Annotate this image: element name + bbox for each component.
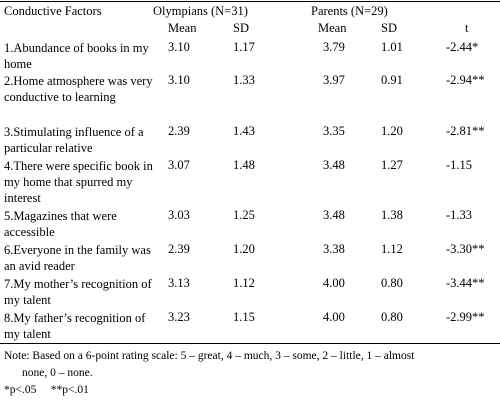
row-4-olympians-sd: 1.48 <box>233 158 255 172</box>
header-t: t <box>465 21 469 35</box>
row-2-t: -2.94** <box>446 73 485 87</box>
row-8-t: -2.99** <box>446 310 485 324</box>
row-7-parents-mean: 4.00 <box>323 276 345 290</box>
row-2-olympians-sd: 1.33 <box>233 73 255 87</box>
row-6-olympians-mean: 2.39 <box>168 242 190 256</box>
row-7-olympians-sd: 1.12 <box>233 276 255 290</box>
row-7-parents-sd: 0.80 <box>381 276 403 290</box>
top-rule <box>0 1 500 2</box>
row-8-factor: 8.My father’s recognition of my talent <box>4 311 146 341</box>
row-7-t: -3.44** <box>446 276 485 290</box>
header-conductive-factors: Conductive Factors <box>4 4 102 18</box>
header-parents: Parents (N=29) <box>311 4 388 18</box>
header-parents-sd: SD <box>381 21 397 35</box>
row-3-factor: 3.Stimulating influence of a particular … <box>4 125 144 155</box>
header-olympians-sd: SD <box>233 21 249 35</box>
note-scale-continued: none, 0 – none. <box>22 367 93 379</box>
row-1-olympians-mean: 3.10 <box>168 40 190 54</box>
row-6-factor: 6.Everyone in the family was an avid rea… <box>4 243 151 273</box>
row-4-parents-sd: 1.27 <box>381 158 403 172</box>
row-3-parents-mean: 3.35 <box>323 124 345 138</box>
row-4-t: -1.15 <box>446 158 473 172</box>
row-6-t: -3.30** <box>446 242 485 256</box>
row-5-parents-mean: 3.48 <box>323 208 345 222</box>
row-1-factor: 1.Abundance of books in my home <box>4 41 149 71</box>
bottom-rule <box>0 343 500 344</box>
row-4-olympians-mean: 3.07 <box>168 158 190 172</box>
row-1-t: -2.44* <box>446 40 479 54</box>
row-1-olympians-sd: 1.17 <box>233 40 255 54</box>
row-1-parents-sd: 1.01 <box>381 40 403 54</box>
row-5-olympians-mean: 3.03 <box>168 208 190 222</box>
row-2-parents-sd: 0.91 <box>381 73 403 87</box>
row-1-parents-mean: 3.79 <box>323 40 345 54</box>
row-7-olympians-mean: 3.13 <box>168 276 190 290</box>
row-3-olympians-mean: 2.39 <box>168 124 190 138</box>
row-8-parents-mean: 4.00 <box>323 310 345 324</box>
row-6-parents-mean: 3.38 <box>323 242 345 256</box>
header-olympians-mean: Mean <box>168 21 197 35</box>
row-8-olympians-mean: 3.23 <box>168 310 190 324</box>
row-8-parents-sd: 0.80 <box>381 310 403 324</box>
header-parents-mean: Mean <box>318 21 347 35</box>
row-5-factor: 5.Magazines that were accessible <box>4 209 117 239</box>
note-significance: *p<.05 **p<.01 <box>4 384 89 396</box>
row-2-factor: 2.Home atmosphere was very conductive to… <box>4 74 153 104</box>
header-olympians: Olympians (N=31) <box>153 4 248 18</box>
row-2-parents-mean: 3.97 <box>323 73 345 87</box>
row-5-parents-sd: 1.38 <box>381 208 403 222</box>
row-3-parents-sd: 1.20 <box>381 124 403 138</box>
row-7-factor: 7.My mother’s recognition of my talent <box>4 277 152 307</box>
row-8-olympians-sd: 1.15 <box>233 310 255 324</box>
row-4-parents-mean: 3.48 <box>323 158 345 172</box>
row-5-olympians-sd: 1.25 <box>233 208 255 222</box>
row-3-t: -2.81** <box>446 124 485 138</box>
row-5-t: -1.33 <box>446 208 473 222</box>
row-6-parents-sd: 1.12 <box>381 242 403 256</box>
row-2-olympians-mean: 3.10 <box>168 73 190 87</box>
note-scale: Note: Based on a 6-point rating scale: 5… <box>4 350 415 362</box>
row-4-factor: 4.There were specific book in my home th… <box>4 159 153 205</box>
row-3-olympians-sd: 1.43 <box>233 124 255 138</box>
row-6-olympians-sd: 1.20 <box>233 242 255 256</box>
